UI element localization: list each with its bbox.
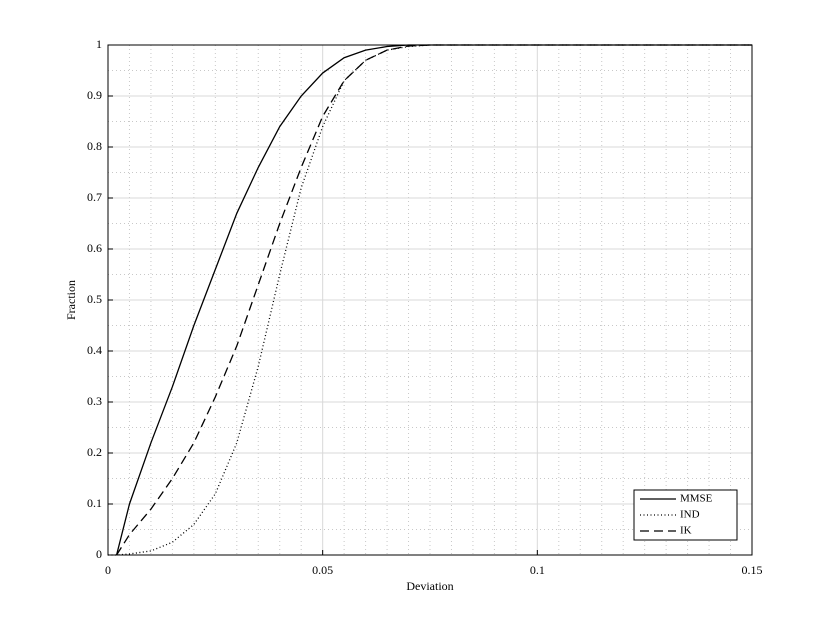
y-tick-label: 0.2 — [87, 445, 102, 459]
x-axis-label: Deviation — [406, 579, 453, 593]
series-line — [115, 44, 752, 556]
y-tick-label: 0 — [96, 547, 102, 561]
legend: MMSE IND IK — [633, 489, 738, 541]
y-tick-label: 1 — [96, 37, 102, 51]
y-tick-label: 0.6 — [87, 241, 102, 255]
x-tick-label: 0 — [105, 563, 111, 577]
y-tick-label: 0.1 — [87, 496, 102, 510]
y-tick-label: 0.7 — [87, 190, 102, 204]
legend-label: IND — [680, 509, 700, 521]
series-line — [116, 44, 752, 556]
y-axis-label: Fraction — [64, 280, 78, 320]
y-tick-label: 0.3 — [87, 394, 102, 408]
x-tick-label: 0.1 — [530, 563, 545, 577]
y-tick-label: 0.8 — [87, 139, 102, 153]
y-tick-label: 0.5 — [87, 292, 102, 306]
y-tick-label: 0.9 — [87, 88, 102, 102]
legend-label: IK — [680, 525, 692, 537]
y-tick-label: 0.4 — [87, 343, 102, 357]
legend-label: MMSE — [680, 493, 713, 505]
x-tick-label: 0.05 — [312, 563, 333, 577]
x-tick-label: 0.15 — [742, 563, 763, 577]
